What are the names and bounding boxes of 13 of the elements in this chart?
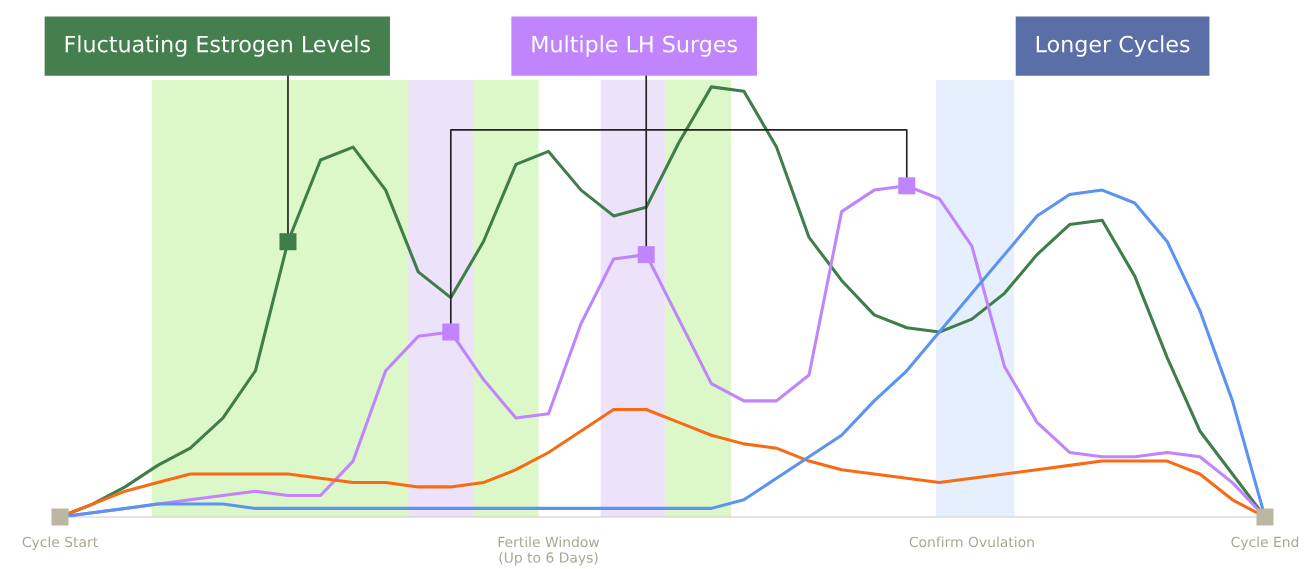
x-tick-label: Cycle Start [22, 536, 98, 550]
point [279, 233, 297, 251]
text: Longer Cycles [1036, 35, 1190, 57]
point [442, 323, 460, 341]
text: Multiple LH Surges [532, 35, 737, 57]
point [637, 246, 655, 264]
point [1256, 508, 1274, 526]
text: Fluctuating Estrogen Levels [65, 35, 370, 57]
point [898, 177, 916, 195]
x-tick-label: Cycle End [1231, 536, 1299, 550]
x-tick-label: Confirm Ovulation [909, 536, 1034, 548]
x-tick-label: Fertile Window (Up to 6 Days) [498, 536, 600, 566]
point [51, 508, 69, 526]
